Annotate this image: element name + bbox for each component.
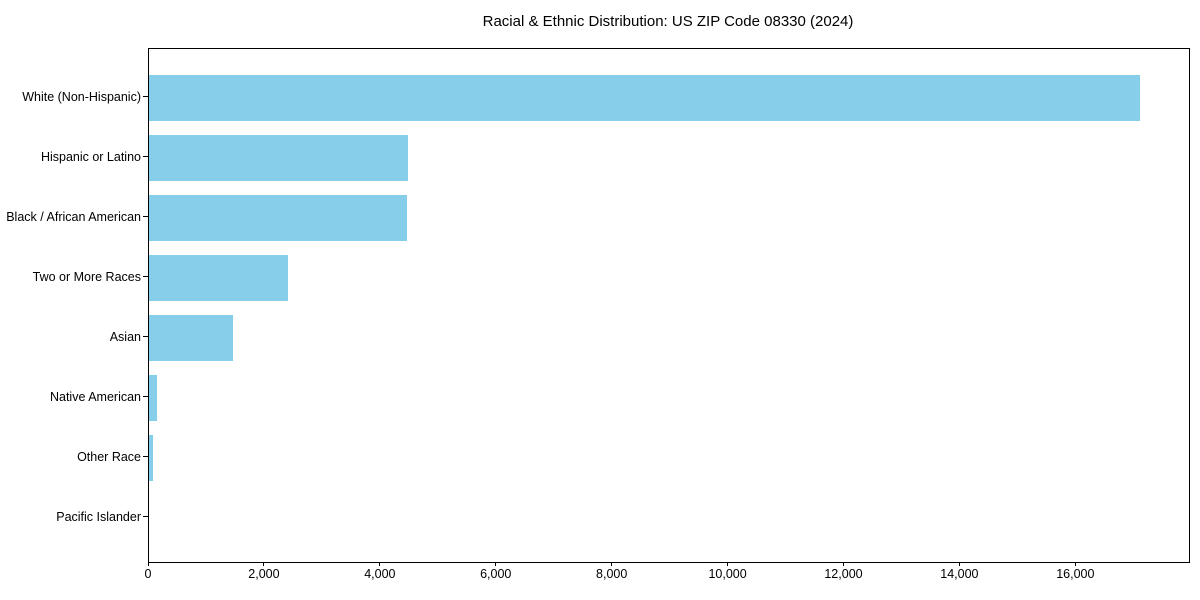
x-tick-label: 12,000	[824, 567, 863, 581]
bar-white-non-hispanic	[149, 74, 1140, 121]
y-tick-mark	[143, 216, 148, 217]
y-tick-label-other-race: Other Race	[77, 449, 141, 464]
y-tick-label-white-non-hispanic: White (Non-Hispanic)	[22, 89, 141, 104]
x-tick-mark	[379, 562, 381, 566]
bar-other-race	[149, 434, 154, 481]
y-tick-mark	[143, 96, 148, 97]
y-tick-mark	[143, 336, 148, 337]
x-tick-label: 14,000	[940, 567, 979, 581]
y-tick-label-pacific-islander: Pacific Islander	[56, 509, 141, 524]
x-tick-label: 2,000	[248, 567, 280, 581]
bar-black-african-american	[149, 194, 407, 241]
x-tick-label: 6,000	[480, 567, 512, 581]
x-tick-mark	[842, 562, 844, 566]
x-tick-label: 4,000	[364, 567, 396, 581]
x-tick-label: 0	[144, 567, 152, 581]
x-tick-mark	[147, 562, 149, 566]
bar-two-or-more-races	[149, 254, 288, 301]
y-tick-mark	[143, 276, 148, 277]
x-tick-mark	[263, 562, 265, 566]
y-tick-label-native-american: Native American	[49, 389, 141, 404]
x-tick-mark	[727, 562, 729, 566]
y-tick-mark	[143, 156, 148, 157]
y-tick-mark	[143, 516, 148, 517]
y-tick-mark	[143, 456, 148, 457]
chart-title: Racial & Ethnic Distribution: US ZIP Cod…	[482, 13, 854, 30]
x-tick-label: 8,000	[596, 567, 628, 581]
y-tick-mark	[143, 396, 148, 397]
x-tick-mark	[611, 562, 613, 566]
y-tick-label-black-african-american: Black / African American	[6, 209, 141, 224]
bar-hispanic-or-latino	[149, 134, 409, 181]
y-tick-label-two-or-more-races: Two or More Races	[32, 269, 141, 284]
x-tick-label: 16,000	[1056, 567, 1095, 581]
plot-area	[148, 48, 1190, 563]
y-tick-label-asian: Asian	[109, 329, 141, 344]
x-tick-mark	[1074, 562, 1076, 566]
bar-asian	[149, 314, 234, 361]
x-tick-mark	[958, 562, 960, 566]
y-tick-label-hispanic-or-latino: Hispanic or Latino	[40, 149, 141, 164]
x-tick-mark	[495, 562, 497, 566]
x-tick-label: 10,000	[708, 567, 747, 581]
bar-native-american	[149, 374, 157, 421]
